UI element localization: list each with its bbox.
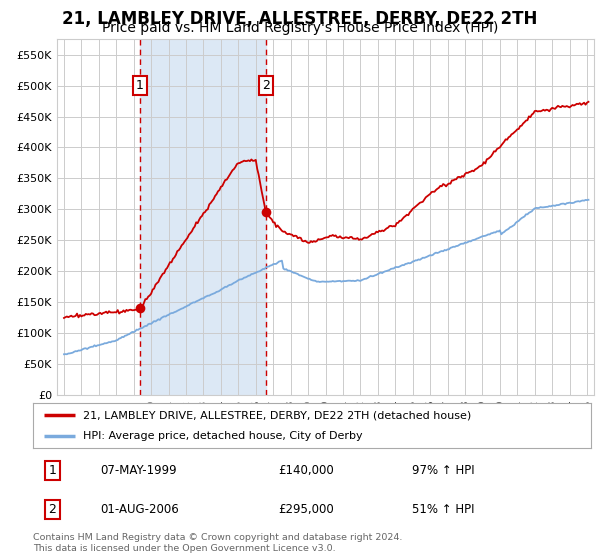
Text: Price paid vs. HM Land Registry's House Price Index (HPI): Price paid vs. HM Land Registry's House …: [102, 21, 498, 35]
Text: 1: 1: [49, 464, 56, 477]
Text: HPI: Average price, detached house, City of Derby: HPI: Average price, detached house, City…: [83, 431, 363, 441]
Text: 01-AUG-2006: 01-AUG-2006: [100, 503, 179, 516]
Text: Contains HM Land Registry data © Crown copyright and database right 2024.
This d: Contains HM Land Registry data © Crown c…: [33, 533, 403, 553]
Text: 21, LAMBLEY DRIVE, ALLESTREE, DERBY, DE22 2TH (detached house): 21, LAMBLEY DRIVE, ALLESTREE, DERBY, DE2…: [83, 410, 472, 421]
Text: 1: 1: [136, 79, 144, 92]
Text: 07-MAY-1999: 07-MAY-1999: [100, 464, 176, 477]
Text: 2: 2: [49, 503, 56, 516]
Text: 51% ↑ HPI: 51% ↑ HPI: [412, 503, 475, 516]
Bar: [140, 39, 266, 395]
Text: 21, LAMBLEY DRIVE, ALLESTREE, DERBY, DE22 2TH: 21, LAMBLEY DRIVE, ALLESTREE, DERBY, DE2…: [62, 10, 538, 27]
Text: £140,000: £140,000: [278, 464, 334, 477]
Text: £295,000: £295,000: [278, 503, 334, 516]
Text: 2: 2: [262, 79, 270, 92]
Text: 97% ↑ HPI: 97% ↑ HPI: [412, 464, 475, 477]
